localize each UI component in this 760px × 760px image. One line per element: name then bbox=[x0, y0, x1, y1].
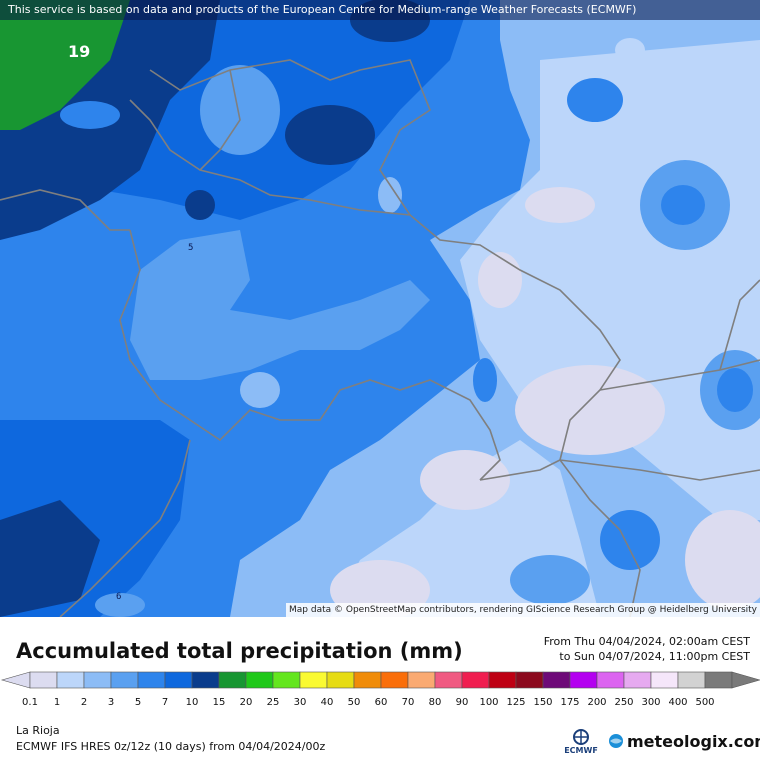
green-zone bbox=[0, 0, 130, 130]
blue-island-5 bbox=[510, 555, 590, 605]
meteologix-globe-icon bbox=[609, 734, 623, 748]
scale-tick-label: 7 bbox=[162, 697, 168, 708]
map-attribution: Map data © OpenStreetMap contributors, r… bbox=[286, 603, 760, 617]
scale-tick-label: 1 bbox=[54, 697, 60, 708]
scale-tick-label: 80 bbox=[429, 697, 442, 708]
period-to: to Sun 04/07/2024, 11:00pm CEST bbox=[559, 650, 750, 663]
scale-swatch-9 bbox=[272, 671, 301, 689]
contour-label-5: 5 bbox=[188, 243, 194, 253]
dark-core-central bbox=[285, 105, 375, 165]
scale-swatch-1 bbox=[56, 671, 85, 689]
meteologix-logo: meteologix.com bbox=[608, 730, 760, 752]
scale-swatch-18 bbox=[515, 671, 544, 689]
scale-tick-label: 2 bbox=[81, 697, 87, 708]
scale-swatch-25 bbox=[704, 671, 733, 689]
scale-tick-label: 90 bbox=[456, 697, 469, 708]
blue-pocket-west bbox=[60, 101, 120, 129]
scale-swatch-23 bbox=[650, 671, 679, 689]
scale-tick-label: 3 bbox=[108, 697, 114, 708]
scale-swatch-24 bbox=[677, 671, 706, 689]
scale-swatch-8 bbox=[245, 671, 274, 689]
ecmwf-logo-icon bbox=[573, 729, 589, 745]
southwest-dark-core bbox=[0, 500, 100, 617]
lavender-patch-1 bbox=[525, 187, 595, 223]
scale-tick-label: 300 bbox=[641, 697, 660, 708]
scale-tick-label: 400 bbox=[668, 697, 687, 708]
scale-tick-label: 200 bbox=[587, 697, 606, 708]
period-from: From Thu 04/04/2024, 02:00am CEST bbox=[543, 635, 750, 648]
central-light-patch bbox=[130, 230, 430, 380]
scale-arrow-left bbox=[0, 671, 31, 689]
lavender-patch-6 bbox=[685, 510, 760, 610]
scale-swatch-5 bbox=[164, 671, 193, 689]
lavender-patch-2 bbox=[478, 252, 522, 308]
ecmwf-credit-banner: This service is based on data and produc… bbox=[0, 0, 760, 20]
scale-swatch-3 bbox=[110, 671, 139, 689]
light-island-1 bbox=[615, 38, 645, 62]
scale-swatch-7 bbox=[218, 671, 247, 689]
scale-tick-label: 500 bbox=[695, 697, 714, 708]
scale-swatch-11 bbox=[326, 671, 355, 689]
scale-tick-label: 20 bbox=[240, 697, 253, 708]
scale-swatch-15 bbox=[434, 671, 463, 689]
dark-core-small bbox=[185, 190, 215, 220]
scale-tick-label: 25 bbox=[267, 697, 280, 708]
scale-tick-label: 15 bbox=[213, 697, 226, 708]
scale-tick-label: 100 bbox=[479, 697, 498, 708]
southwest-light-spot bbox=[95, 593, 145, 617]
blue-island-1 bbox=[567, 78, 623, 122]
scale-tick-label: 50 bbox=[348, 697, 361, 708]
scale-tick-label: 0.1 bbox=[22, 697, 38, 708]
scale-tick-label: 60 bbox=[375, 697, 388, 708]
forecast-period: From Thu 04/04/2024, 02:00am CEST to Sun… bbox=[544, 634, 750, 664]
blue-island-6 bbox=[473, 358, 497, 402]
ecmwf-logo: ECMWF bbox=[559, 728, 603, 756]
location-label: La Rioja bbox=[16, 724, 60, 737]
scale-tick-label: 30 bbox=[294, 697, 307, 708]
scale-swatch-12 bbox=[353, 671, 382, 689]
scale-tick-label: 150 bbox=[533, 697, 552, 708]
scale-tick-label: 5 bbox=[135, 697, 141, 708]
scale-tick-label: 250 bbox=[614, 697, 633, 708]
scale-swatch-16 bbox=[461, 671, 490, 689]
max-value-label: 19 bbox=[68, 42, 91, 61]
scale-swatch-2 bbox=[83, 671, 112, 689]
scale-tick-label: 175 bbox=[560, 697, 579, 708]
scale-swatch-6 bbox=[191, 671, 220, 689]
light-blob-lake bbox=[378, 177, 402, 213]
contour-label-6: 6 bbox=[116, 592, 122, 602]
lavender-patch-5 bbox=[330, 560, 430, 617]
scale-swatch-14 bbox=[407, 671, 436, 689]
scale-swatch-17 bbox=[488, 671, 517, 689]
model-info: ECMWF IFS HRES 0z/12z (10 days) from 04/… bbox=[16, 740, 326, 753]
blue-island-3-core bbox=[717, 368, 753, 412]
scale-arrow-right bbox=[731, 671, 760, 689]
precipitation-map: This service is based on data and produc… bbox=[0, 0, 760, 617]
central-light-spot bbox=[240, 372, 280, 408]
lavender-patch-4 bbox=[420, 450, 510, 510]
scale-swatch-10 bbox=[299, 671, 328, 689]
scale-swatch-13 bbox=[380, 671, 409, 689]
scale-swatch-4 bbox=[137, 671, 166, 689]
scale-swatch-22 bbox=[623, 671, 652, 689]
scale-swatch-19 bbox=[542, 671, 571, 689]
scale-swatch-0 bbox=[29, 671, 58, 689]
scale-tick-label: 40 bbox=[321, 697, 334, 708]
scale-tick-label: 10 bbox=[186, 697, 199, 708]
precipitation-color-scale: 0.1 1 2 3 5 7 10 15 20 25 30 40 50 60 70 80 90 100 125 150 1… bbox=[0, 671, 760, 708]
region-borders bbox=[0, 59, 760, 617]
light-blob-north bbox=[200, 65, 280, 155]
legend-title: Accumulated total precipitation (mm) bbox=[16, 639, 463, 663]
lavender-patch-3 bbox=[515, 365, 665, 455]
scale-tick-label: 125 bbox=[506, 697, 525, 708]
meteologix-brand: meteologix.com bbox=[627, 731, 760, 751]
ecmwf-logo-text: ECMWF bbox=[564, 746, 598, 755]
blue-island-2-core bbox=[661, 185, 705, 225]
scale-swatch-20 bbox=[569, 671, 598, 689]
scale-tick-label: 70 bbox=[402, 697, 415, 708]
scale-swatch-21 bbox=[596, 671, 625, 689]
precipitation-map-canvas bbox=[0, 0, 760, 617]
